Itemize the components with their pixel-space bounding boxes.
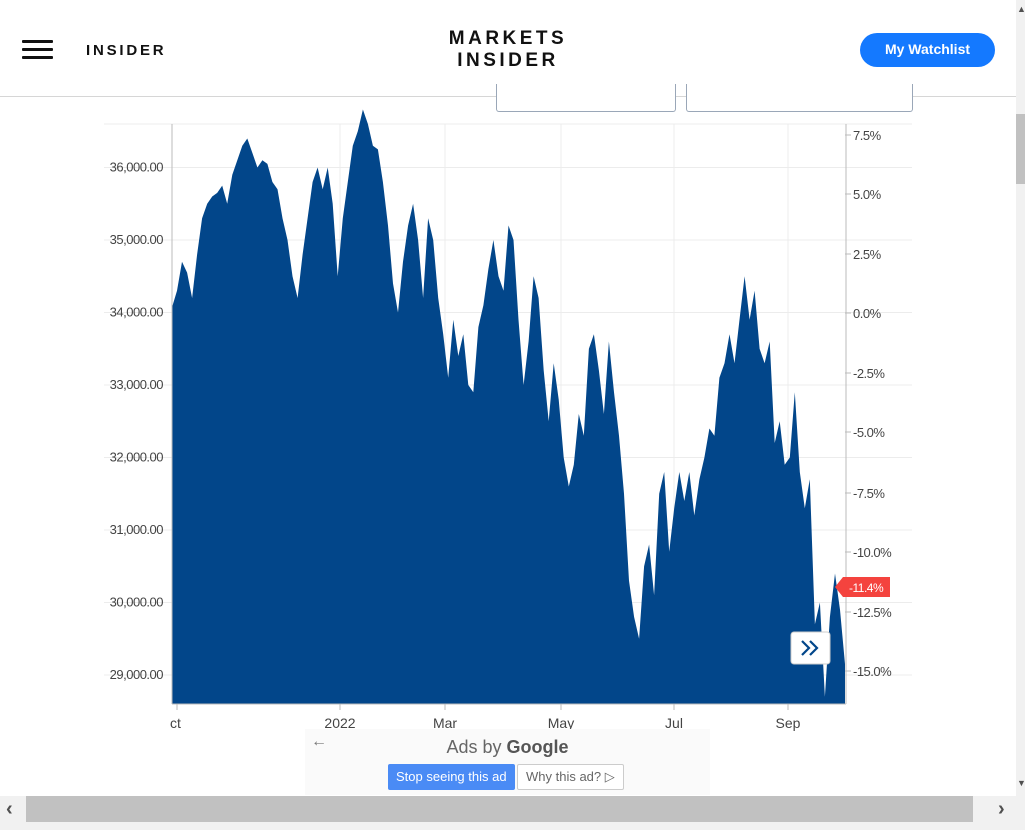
why-this-ad-button[interactable]: Why this ad? ▷ xyxy=(517,764,624,790)
y-right-tick-label: 5.0% xyxy=(853,187,882,202)
scroll-up-icon[interactable]: ▲ xyxy=(1017,4,1025,14)
my-watchlist-button[interactable]: My Watchlist xyxy=(860,33,995,67)
x-tick-label: May xyxy=(548,715,574,731)
arrow-left-icon[interactable]: ← xyxy=(311,733,327,750)
google-label: Google xyxy=(506,737,569,757)
horizontal-scrollbar-thumb[interactable] xyxy=(26,796,973,822)
x-tick-label: Mar xyxy=(433,715,457,731)
markets-insider-logo[interactable]: MARKETS INSIDER xyxy=(432,28,584,72)
price-area-series xyxy=(172,109,845,704)
y-right-tick-label: -15.0% xyxy=(853,664,892,679)
ads-by-google-title: Ads by Google xyxy=(305,737,710,758)
hamburger-menu-icon[interactable] xyxy=(22,38,54,62)
logo-line-1: MARKETS xyxy=(448,28,568,49)
y-left-tick-label: 32,000.00 xyxy=(110,450,164,465)
y-right-tick-label: -7.5% xyxy=(853,486,885,501)
y-right-tick-label: 2.5% xyxy=(853,247,882,262)
current-change-badge: -11.4% xyxy=(835,577,890,597)
y-right-tick-label: -2.5% xyxy=(853,366,885,381)
y-right-tick-label: -12.5% xyxy=(853,605,892,620)
y-left-tick-label: 36,000.00 xyxy=(110,160,164,175)
ads-by-label: Ads by xyxy=(446,737,502,757)
double-chevron-right-icon xyxy=(801,640,819,656)
scroll-right-icon[interactable]: › xyxy=(998,798,1005,820)
scroll-down-icon[interactable]: ▼ xyxy=(1017,778,1025,788)
vertical-scrollbar-thumb[interactable] xyxy=(1016,114,1025,184)
chart-type-dropdown[interactable] xyxy=(686,84,913,112)
x-tick-label: ct xyxy=(170,715,181,731)
google-ad-panel: ← Ads by Google Stop seeing this ad Why … xyxy=(305,729,710,795)
y-left-tick-label: 30,000.00 xyxy=(110,595,164,610)
y-right-tick-label: 0.0% xyxy=(853,306,882,321)
y-right-tick-label: -10.0% xyxy=(853,545,892,560)
price-chart: 36,000.00 35,000.00 34,000.00 33,000.00 32,0… xyxy=(104,109,912,731)
x-tick-label: Jul xyxy=(665,715,683,731)
x-tick-label: Sep xyxy=(776,715,801,731)
y-left-tick-label: 29,000.00 xyxy=(110,667,164,682)
why-this-ad-label: Why this ad? xyxy=(526,769,602,784)
scroll-left-icon[interactable]: ‹ xyxy=(6,798,13,820)
current-change-label: -11.4% xyxy=(849,581,884,595)
y-left-tick-label: 34,000.00 xyxy=(110,305,164,320)
y-left-tick-label: 35,000.00 xyxy=(110,232,164,247)
logo-line-2: INSIDER xyxy=(457,50,559,71)
y-right-tick-label: -5.0% xyxy=(853,425,885,440)
stop-seeing-ad-button[interactable]: Stop seeing this ad xyxy=(388,764,515,790)
adchoices-icon: ▷ xyxy=(604,769,615,784)
chart-period-dropdown[interactable] xyxy=(496,84,676,112)
y-right-tick-label: 7.5% xyxy=(853,128,882,143)
x-tick-label: 2022 xyxy=(324,715,355,731)
brand-left[interactable]: INSIDER xyxy=(86,42,167,59)
y-left-tick-label: 33,000.00 xyxy=(110,377,164,392)
site-header: INSIDER MARKETS INSIDER My Watchlist xyxy=(0,0,1016,112)
y-left-tick-label: 31,000.00 xyxy=(110,522,164,537)
expand-chart-button[interactable] xyxy=(790,631,831,665)
chart-container: 36,000.00 35,000.00 34,000.00 33,000.00 32,0… xyxy=(0,96,1016,736)
vertical-scrollbar[interactable] xyxy=(1016,0,1025,796)
